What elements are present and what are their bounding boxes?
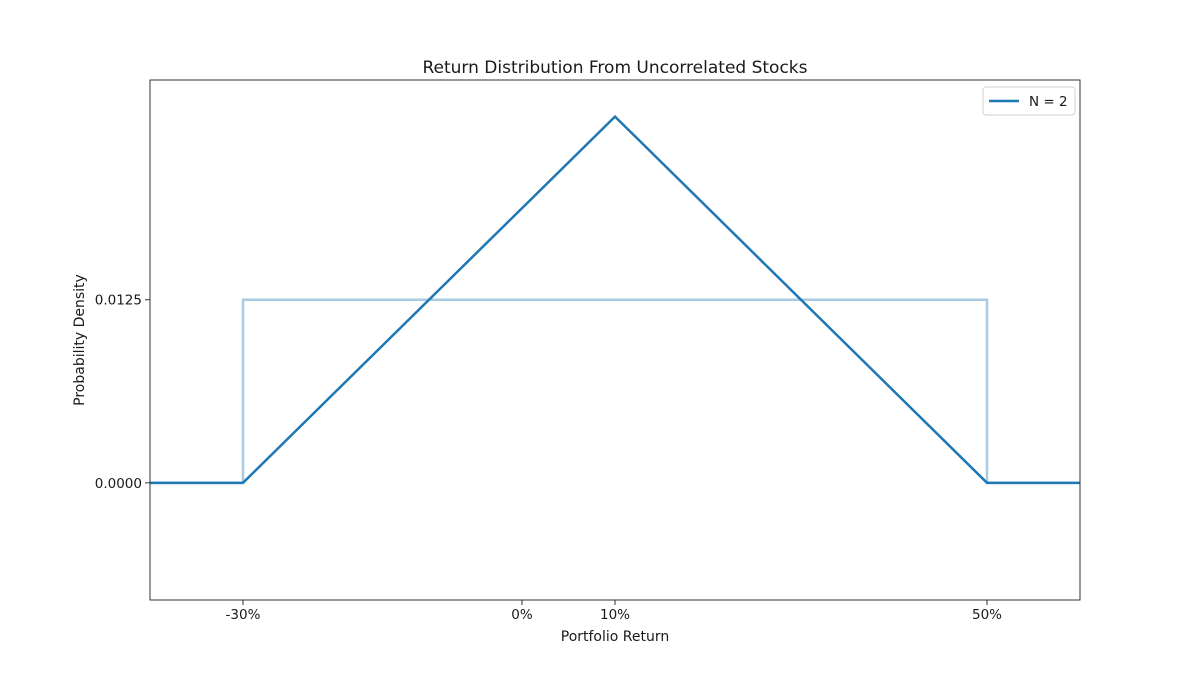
x-tick-label: 50% [972, 607, 1002, 623]
series-layer [150, 114, 1080, 485]
legend: N = 2 [982, 86, 1076, 116]
x-tick-label: -30% [226, 607, 261, 623]
legend-box [982, 86, 1076, 116]
y-tick-label: 0.0125 [95, 293, 142, 309]
x-tick-label: 10% [600, 607, 630, 623]
series-line-1 [150, 114, 1080, 485]
x-axis-label: Portfolio Return [561, 629, 670, 645]
x-tick-label: 0% [511, 607, 533, 623]
x-axis-ticks: -30% 0% 10% 50% [226, 600, 1002, 623]
y-axis-label: Probability Density [72, 274, 88, 406]
chart-title: Return Distribution From Uncorrelated St… [422, 58, 807, 78]
y-tick-label: 0.0000 [95, 476, 142, 492]
y-axis-ticks: 0.0000 0.0125 [95, 293, 150, 492]
legend-label: N = 2 [1029, 94, 1068, 110]
